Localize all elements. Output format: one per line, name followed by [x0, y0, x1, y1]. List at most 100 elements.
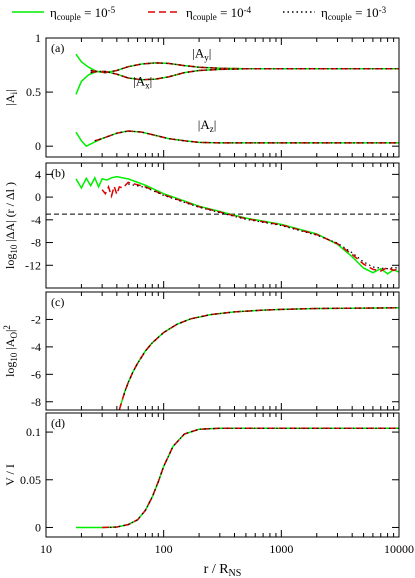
series-line-Ay_green	[75, 53, 399, 74]
text-part: |ΔA| (r / Δl )	[3, 182, 17, 245]
panel-label: (b)	[51, 166, 65, 180]
text-part: couple	[193, 12, 217, 22]
text-part: -4	[244, 5, 252, 15]
panel-frame	[45, 162, 400, 289]
y-axis-label: V / I	[3, 464, 17, 486]
y-axis-label: |Ai|	[3, 90, 19, 106]
text-part: couple	[328, 12, 352, 22]
text-part: -5	[108, 5, 116, 15]
y-tick-label: -8	[31, 236, 41, 250]
series-line-black	[109, 427, 399, 529]
series-group	[76, 427, 399, 529]
series-line-red	[118, 307, 399, 410]
series-line-Ay_red	[90, 62, 399, 74]
x-axis-label: r / RNS	[204, 562, 242, 578]
text-part: η	[321, 5, 328, 20]
curve-annotation: |Ax|	[133, 74, 152, 91]
y-tick-label: 4	[35, 167, 41, 181]
text-part: |	[3, 330, 17, 332]
series-line-Ax_black	[90, 68, 399, 81]
legend: ηcouple = 10-5 ηcouple = 10-4 ηcouple = 10…	[12, 5, 387, 22]
text-part: 2	[2, 325, 12, 330]
curve-annotation: |Ay|	[192, 45, 211, 62]
y-tick-label: 0	[35, 190, 41, 204]
panel-2: -2 -4 -6 -8 (c) log10 |AO|2	[2, 291, 400, 411]
text-part: log	[3, 254, 17, 269]
panel-label: (a)	[51, 41, 64, 55]
series-line-Az_red	[94, 130, 399, 144]
series-group	[118, 307, 399, 410]
text-part: 10	[9, 244, 19, 254]
y-tick-label: -6	[31, 367, 41, 381]
y-axis-label: log10 |AO|2	[2, 325, 18, 377]
x-tick-label: 10	[40, 542, 52, 556]
panel-label: (c)	[51, 295, 64, 309]
y-tick-label: 0.05	[20, 473, 41, 487]
panel-frame	[45, 291, 400, 411]
text-part: couple	[57, 12, 81, 22]
series-line-black	[123, 307, 399, 396]
series-line-Ax_green	[75, 68, 399, 95]
text-part: η	[50, 5, 57, 20]
text-part: -3	[379, 5, 387, 15]
y-tick-label: -4	[31, 340, 41, 354]
text-part: z	[210, 124, 214, 134]
y-tick-label: 0.1	[26, 425, 41, 439]
text-part: |A	[133, 74, 146, 89]
text-part: |A	[192, 45, 205, 60]
y-tick-label: -8	[31, 395, 41, 409]
text-part: 10	[9, 352, 19, 362]
x-tick-label: 10000	[384, 542, 414, 556]
series-group	[75, 175, 399, 275]
x-tick-label: 100	[155, 542, 173, 556]
text-part: log	[3, 362, 17, 377]
curve-annotation: |Az|	[198, 117, 217, 134]
panel-0: 00.51(a)|Ai||Ay||Ax||Az|	[3, 31, 400, 158]
text-part: x	[145, 80, 150, 90]
text-part: r / R	[204, 562, 230, 577]
series-line-black	[128, 183, 399, 270]
series-group	[75, 53, 399, 148]
text-part: |A	[198, 117, 211, 132]
panel-frame	[45, 37, 400, 158]
panel-3: 0 0.05 0.1 (d) V / I	[3, 412, 400, 538]
text-part: |A	[3, 94, 17, 105]
text-part: |	[150, 74, 153, 89]
text-part: i	[9, 91, 19, 94]
y-tick-label: 0	[35, 520, 41, 534]
text-part: η	[186, 5, 193, 20]
y-tick-label: 1	[35, 31, 41, 45]
panel-1: 4 0 -4 -8 -12 (b) log10 |ΔA| (r / Δl )	[3, 162, 400, 289]
series-line-green	[75, 175, 399, 275]
panel-label: (d)	[51, 416, 65, 430]
legend-entry-label: ηcouple = 10-5	[50, 5, 116, 22]
text-part: |A	[3, 338, 17, 352]
series-line-red	[101, 181, 399, 272]
x-tick-label: 1000	[269, 542, 293, 556]
text-part: = 10	[352, 5, 379, 20]
series-line-red	[102, 427, 399, 529]
text-part: = 10	[217, 5, 244, 20]
text-part: = 10	[81, 5, 108, 20]
y-tick-label: -4	[31, 213, 41, 227]
text-part: NS	[229, 568, 242, 578]
text-part: |	[209, 45, 212, 60]
y-tick-label: -12	[25, 258, 41, 272]
panel-frame	[45, 412, 400, 538]
y-tick-label: 0	[35, 139, 41, 153]
y-tick-label: -2	[31, 312, 41, 326]
text-part: V / I	[3, 464, 17, 486]
legend-entry-label: ηcouple = 10-4	[186, 5, 252, 22]
series-line-green	[118, 307, 399, 410]
legend-entry-label: ηcouple = 10-3	[321, 5, 387, 22]
text-part: y	[204, 52, 209, 62]
text-part: |	[3, 90, 17, 92]
series-line-Az_green	[75, 130, 399, 148]
text-part: |	[214, 117, 217, 132]
series-line-Az_black	[94, 130, 399, 144]
y-axis-label: log10 |ΔA| (r / Δl )	[3, 182, 19, 269]
text-part: O	[9, 331, 19, 338]
y-tick-label: 0.5	[26, 85, 41, 99]
series-line-green	[76, 427, 399, 529]
